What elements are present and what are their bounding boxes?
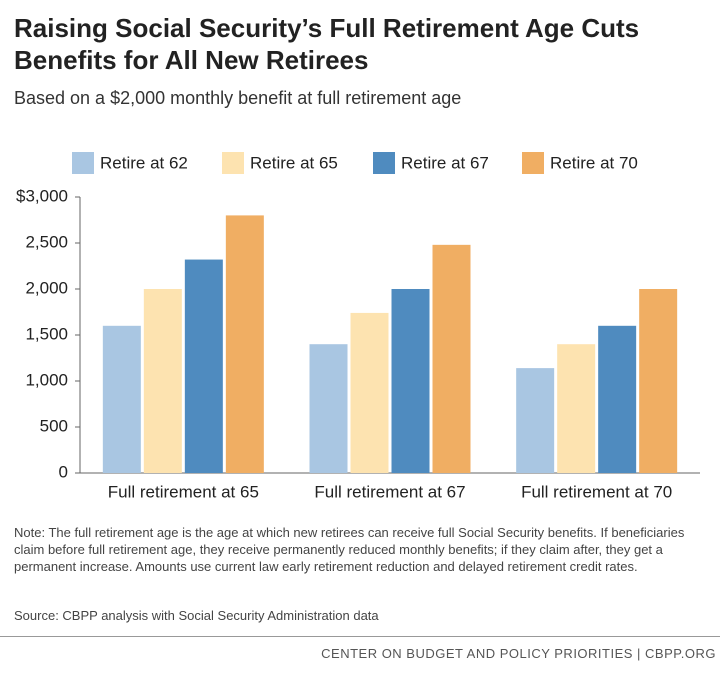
bar — [102, 325, 141, 473]
footer: CENTER ON BUDGET AND POLICY PRIORITIES |… — [321, 646, 716, 661]
bar — [143, 289, 182, 473]
footer-rule — [0, 636, 720, 637]
y-tick-label: 0 — [59, 462, 68, 481]
y-tick-label: 1,000 — [25, 370, 68, 389]
legend-label: Retire at 65 — [250, 153, 338, 172]
y-tick-label: $3,000 — [16, 186, 68, 205]
y-tick-label: 500 — [40, 416, 68, 435]
y-tick-label: 1,500 — [25, 324, 68, 343]
bar — [432, 244, 471, 473]
legend-swatch — [222, 152, 244, 174]
bar — [184, 259, 223, 473]
chart-title: Raising Social Security’s Full Retiremen… — [14, 13, 640, 75]
bar — [309, 344, 348, 473]
legend-swatch — [72, 152, 94, 174]
bar — [391, 289, 430, 473]
y-tick-label: 2,000 — [25, 278, 68, 297]
chart-subtitle: Based on a $2,000 monthly benefit at ful… — [14, 88, 462, 108]
bar — [225, 215, 264, 473]
bar — [350, 312, 389, 473]
bar — [639, 289, 678, 473]
legend-label: Retire at 62 — [100, 153, 188, 172]
x-tick-label: Full retirement at 70 — [521, 482, 672, 501]
bar — [557, 344, 596, 473]
source: Source: CBPP analysis with Social Securi… — [14, 608, 379, 623]
legend-swatch — [373, 152, 395, 174]
legend-label: Retire at 70 — [550, 153, 638, 172]
legend-label: Retire at 67 — [401, 153, 489, 172]
y-tick-label: 2,500 — [25, 232, 68, 251]
chart: 0 500 1,000 1,500 2,000 2,500 $3,000 Retire at … — [16, 152, 700, 501]
bar — [516, 368, 555, 473]
legend-swatch — [522, 152, 544, 174]
note: Note: The full retirement age is the age… — [14, 525, 685, 574]
bar — [598, 325, 637, 473]
x-tick-label: Full retirement at 67 — [314, 482, 465, 501]
x-tick-label: Full retirement at 65 — [108, 482, 259, 501]
